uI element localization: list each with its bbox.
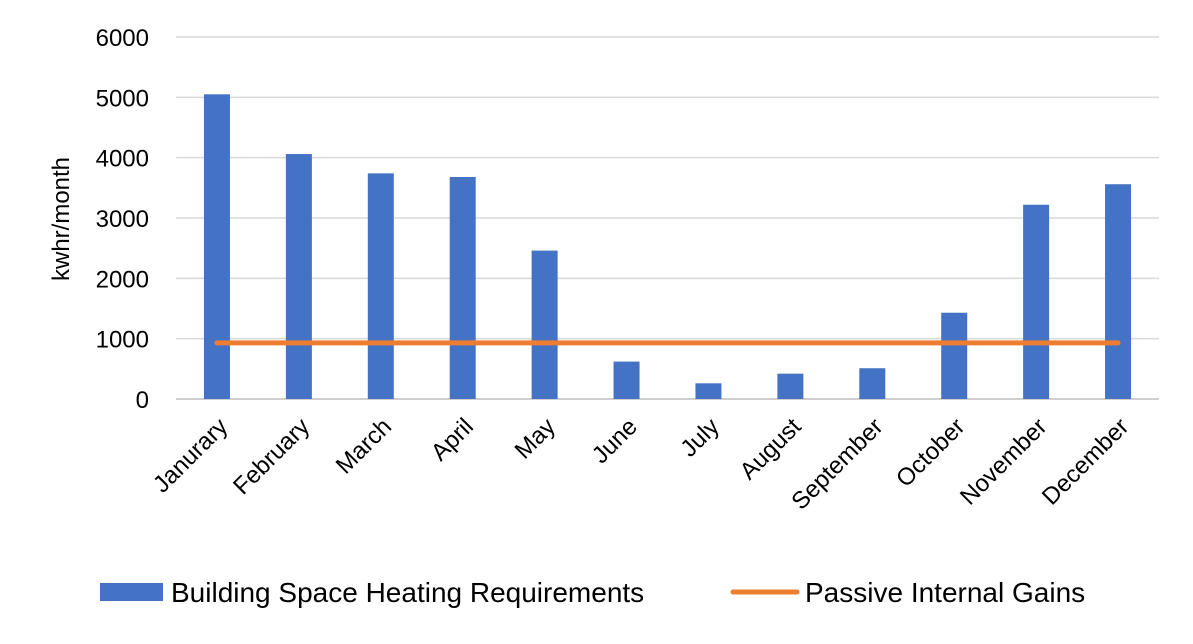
x-category-label: November [955, 413, 1052, 510]
bar [695, 383, 722, 399]
x-category-label: October [891, 413, 970, 492]
bar [941, 312, 968, 399]
x-category-label: December [1037, 413, 1134, 510]
y-tick-label: 1000 [96, 327, 149, 354]
legend: Building Space Heating Requirements Pass… [100, 577, 1085, 608]
bar [367, 173, 394, 399]
x-category-label: March [331, 413, 397, 479]
y-axis-title: kwhr/month [48, 157, 75, 281]
bar [203, 94, 230, 400]
bar [777, 373, 804, 399]
bar [1105, 184, 1132, 399]
x-category-label: August [735, 413, 807, 485]
y-tick-label: 4000 [96, 146, 149, 173]
legend-bar-swatch [100, 583, 163, 601]
x-category-label: April [426, 413, 479, 466]
y-tick-label: 0 [136, 387, 149, 414]
x-category-label: February [228, 413, 315, 500]
x-category-label: Janurary [148, 413, 233, 498]
bar [613, 361, 640, 399]
y-tick-label: 6000 [96, 25, 149, 52]
legend-line-label: Passive Internal Gains [805, 577, 1085, 608]
gridlines [176, 36, 1159, 400]
y-tick-label: 5000 [96, 85, 149, 112]
bar [531, 250, 558, 399]
y-axis-ticks: 0 1000 2000 3000 4000 5000 6000 [96, 25, 149, 414]
bar [859, 368, 886, 399]
bar-series [203, 94, 1132, 400]
bar [449, 176, 476, 399]
bar [1023, 204, 1050, 399]
x-category-label: June [587, 413, 643, 469]
y-tick-label: 3000 [96, 206, 149, 233]
x-category-label: July [675, 413, 724, 462]
x-category-label: May [510, 413, 561, 464]
legend-bar-label: Building Space Heating Requirements [171, 577, 644, 608]
y-tick-label: 2000 [96, 266, 149, 293]
bar [285, 154, 312, 399]
